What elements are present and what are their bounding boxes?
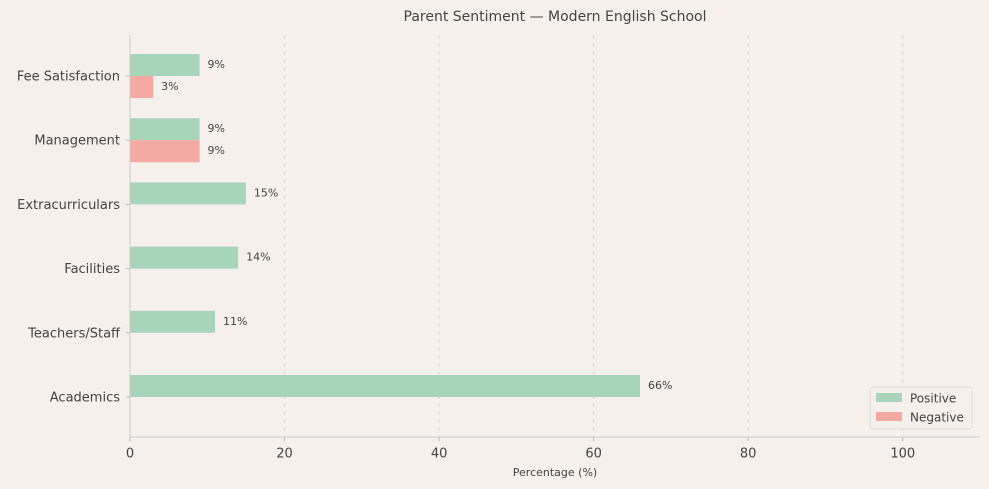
legend-label: Positive (910, 392, 956, 406)
value-label: 15% (254, 186, 278, 199)
value-label: 66% (648, 379, 672, 392)
value-label: 9% (208, 144, 225, 157)
y-tick-label: Fee Satisfaction (17, 70, 120, 85)
y-tick-label: Extracurriculars (17, 198, 120, 213)
bar (130, 54, 200, 76)
value-label: 11% (223, 315, 247, 328)
legend-swatch (876, 412, 902, 421)
bar (130, 246, 239, 269)
value-label: 3% (161, 80, 178, 93)
value-label: 9% (208, 122, 225, 135)
y-tick-label: Management (34, 134, 120, 149)
y-tick-label: Academics (50, 391, 120, 406)
legend-swatch (876, 393, 902, 402)
bar (130, 182, 246, 205)
x-tick-label: 100 (890, 447, 915, 462)
x-axis-label: Percentage (%) (513, 466, 597, 479)
x-tick-label: 0 (126, 447, 134, 462)
bar (130, 375, 640, 397)
chart-title: Parent Sentiment — Modern English School (404, 9, 707, 25)
value-label: 9% (208, 58, 225, 71)
legend-label: Negative (910, 411, 964, 425)
x-tick-label: 80 (740, 447, 757, 462)
legend: Positive Negative (869, 386, 973, 430)
bar (130, 310, 215, 333)
bar (130, 118, 200, 141)
value-label: 14% (246, 251, 270, 264)
bar (130, 76, 154, 98)
x-tick-label: 20 (276, 447, 293, 462)
x-tick-label: 40 (431, 447, 448, 462)
y-tick-label: Teachers/Staff (27, 326, 121, 341)
y-tick-label: Facilities (64, 262, 120, 277)
bar (130, 140, 200, 163)
x-tick-label: 60 (585, 447, 602, 462)
